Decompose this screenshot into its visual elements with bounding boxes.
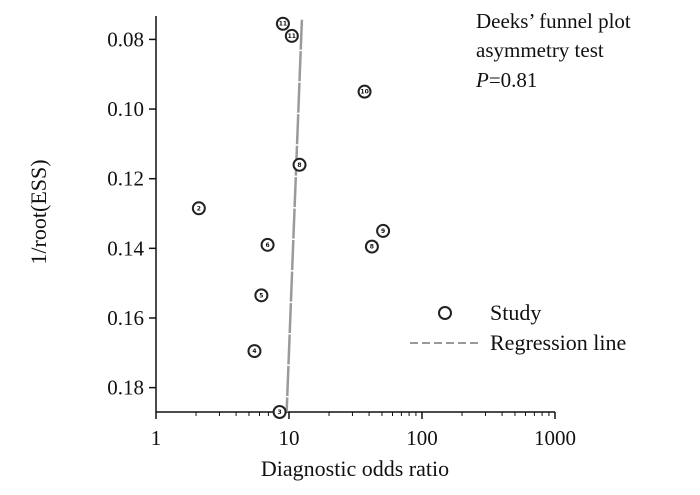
study-point: 4: [247, 344, 262, 359]
study-number-label: 11: [288, 33, 296, 40]
legend: Study Regression line: [410, 300, 626, 355]
regression-line-layer: [285, 19, 304, 413]
p-value: =0.81: [489, 68, 538, 92]
study-point: 3: [272, 405, 287, 419]
x-tick-label: 10: [279, 426, 300, 450]
study-marker: [376, 223, 391, 238]
study-point: 11: [284, 28, 299, 43]
study-point: 6: [260, 237, 275, 252]
y-ticks: 0.08 0.10 0.12 0.14 0.16 0.18: [107, 27, 156, 400]
study-point: 8: [364, 239, 379, 254]
regression-line: [285, 19, 304, 413]
y-axis-title: 1/root(ESS): [26, 159, 51, 264]
x-axis-title: Diagnostic odds ratio: [261, 456, 449, 481]
study-marker: [364, 239, 379, 254]
x-tick-label: 1: [151, 426, 162, 450]
study-number-label: 5: [259, 292, 263, 299]
y-tick-label: 0.12: [107, 167, 144, 191]
y-tick-label: 0.08: [107, 27, 144, 51]
y-tick-label: 0.14: [107, 236, 144, 260]
study-marker: [247, 344, 262, 359]
study-point: 11: [275, 16, 290, 31]
study-number-label: 2: [197, 205, 201, 212]
study-point: 9: [376, 223, 391, 238]
x-tick-label: 1000: [534, 426, 576, 450]
study-marker: [357, 84, 372, 99]
study-point: 2: [191, 201, 206, 216]
study-point: 10: [357, 84, 372, 99]
study-marker: [275, 16, 290, 31]
annotation-line-2: asymmetry test: [476, 38, 604, 62]
legend-study-marker: [438, 306, 452, 320]
x-tick-label: 100: [406, 426, 438, 450]
study-point: 8: [292, 157, 307, 172]
study-marker: [260, 237, 275, 252]
study-number-label: 11: [279, 21, 287, 28]
axes: [155, 16, 555, 413]
study-number-label: 10: [360, 89, 368, 96]
y-tick-label: 0.16: [107, 306, 144, 330]
study-marker: [292, 157, 307, 172]
study-number-label: 8: [297, 162, 301, 169]
p-symbol: P: [475, 68, 489, 92]
study-number-label: 6: [265, 242, 269, 249]
study-number-label: 3: [278, 409, 282, 416]
study-number-label: 8: [370, 244, 374, 251]
y-tick-label: 0.10: [107, 97, 144, 121]
annotation-line-1: Deeks’ funnel plot: [476, 9, 631, 33]
study-point: 5: [254, 288, 269, 303]
study-marker: [284, 28, 299, 43]
legend-study-label: Study: [490, 300, 541, 325]
study-marker: [254, 288, 269, 303]
annotation-p-value: P=0.81: [475, 68, 537, 92]
study-marker: [272, 405, 287, 419]
x-ticks: 1 10 100 1000: [151, 412, 576, 450]
study-number-label: 9: [381, 228, 385, 235]
legend-regression-label: Regression line: [490, 330, 626, 355]
asymmetry-annotation: Deeks’ funnel plot asymmetry test P=0.81: [475, 9, 631, 92]
study-marker: [191, 201, 206, 216]
study-number-label: 4: [252, 348, 256, 355]
y-tick-label: 0.18: [107, 376, 144, 400]
